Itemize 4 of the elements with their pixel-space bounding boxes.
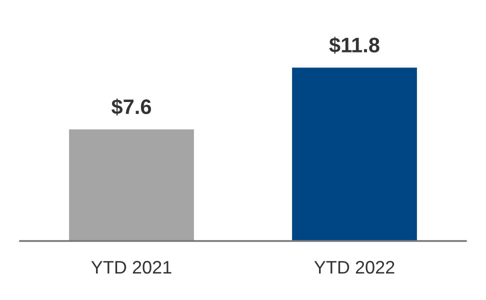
- x-tick-label: YTD 2022: [314, 260, 394, 274]
- data-label: $7.6: [112, 98, 152, 116]
- x-tick-label: YTD 2021: [91, 260, 172, 274]
- data-label: $11.8: [329, 36, 380, 54]
